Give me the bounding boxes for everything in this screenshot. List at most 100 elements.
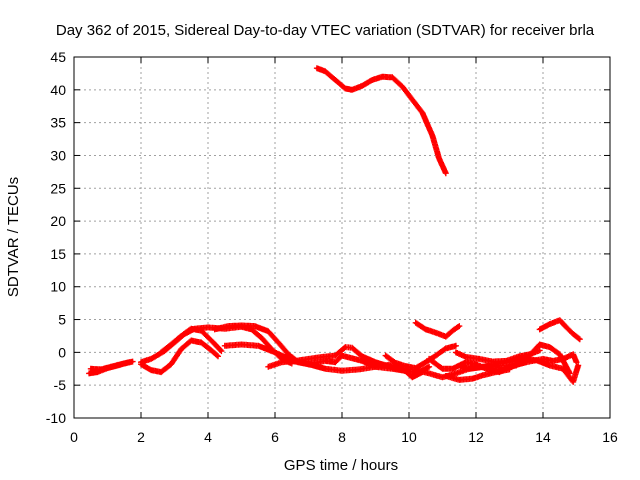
data-point (488, 364, 491, 368)
data-point (223, 344, 226, 347)
data-point (210, 339, 213, 342)
data-point (414, 321, 417, 325)
data-point (391, 76, 394, 79)
data-point (528, 353, 531, 356)
data-point (324, 359, 327, 363)
data-point (360, 355, 364, 358)
data-point (384, 354, 387, 357)
x-tick-label: 6 (271, 429, 279, 445)
data-point (240, 324, 243, 327)
data-point (538, 328, 541, 331)
data-point (558, 319, 561, 322)
data-point (401, 85, 404, 88)
data-series (86, 65, 583, 385)
data-point (394, 361, 397, 365)
data-point (159, 351, 163, 354)
series-markers (87, 359, 133, 373)
y-tick-label: 5 (58, 312, 66, 328)
x-tick-label: 4 (204, 429, 212, 445)
data-point (357, 368, 360, 371)
series-arc-11 (382, 342, 459, 372)
data-point (344, 345, 347, 349)
y-axis-label: SDTVAR / TECUs (5, 177, 22, 297)
data-point (464, 355, 468, 359)
data-point (149, 357, 153, 361)
y-tick-label: -5 (54, 377, 67, 393)
data-point (518, 355, 521, 358)
data-point (504, 359, 508, 363)
data-point (128, 361, 131, 364)
data-point (491, 360, 494, 363)
data-point (444, 347, 448, 350)
series-arc-12 (412, 319, 463, 340)
data-point (344, 87, 347, 90)
data-point (548, 364, 551, 367)
data-point (468, 367, 471, 370)
x-axis-label: GPS time / hours (284, 457, 398, 474)
x-tick-label: 2 (137, 429, 145, 445)
series-markers (313, 65, 449, 177)
x-tick-label: 16 (602, 429, 618, 445)
series-arc-4 (138, 337, 221, 376)
data-point (464, 361, 468, 364)
data-point (427, 365, 431, 369)
data-point (437, 157, 441, 160)
data-point (340, 369, 344, 372)
data-point (290, 359, 293, 363)
data-point (206, 326, 210, 329)
data-point (451, 367, 454, 370)
data-point (139, 362, 143, 366)
data-point (538, 349, 541, 352)
data-point (350, 357, 354, 360)
data-point (89, 367, 92, 370)
chart-title: Day 362 of 2015, Sidereal Day-to-day VTE… (56, 22, 595, 39)
data-point (576, 364, 580, 367)
data-point (541, 357, 545, 361)
data-point (220, 349, 223, 353)
data-point (370, 78, 374, 82)
data-point (454, 372, 458, 375)
data-point (190, 339, 193, 342)
data-point (451, 329, 454, 332)
x-tick-label: 0 (70, 429, 78, 445)
data-point (360, 84, 364, 88)
data-point (458, 364, 461, 367)
data-point (538, 343, 541, 346)
data-point (374, 361, 377, 364)
data-point (431, 134, 434, 137)
data-point (387, 363, 391, 367)
data-point (334, 354, 337, 357)
data-point (494, 370, 498, 374)
series-arc-10 (313, 65, 449, 177)
data-point (454, 351, 458, 354)
y-tick-label: 10 (50, 279, 66, 295)
data-point (324, 367, 327, 370)
data-point (458, 378, 461, 382)
data-point (180, 334, 183, 338)
data-point (481, 374, 484, 377)
data-point (324, 70, 327, 73)
data-point (404, 364, 407, 368)
data-point (267, 365, 270, 369)
x-tick-label: 12 (468, 429, 484, 445)
data-point (575, 361, 578, 364)
data-point (478, 366, 481, 369)
data-point (427, 357, 431, 361)
data-point (571, 353, 575, 356)
data-point (474, 362, 478, 366)
data-point (515, 364, 518, 367)
data-point (551, 359, 555, 363)
data-point (381, 75, 384, 78)
data-point (87, 372, 91, 375)
data-point (277, 341, 280, 344)
series-arc-16 (452, 347, 543, 365)
data-point (210, 349, 213, 352)
data-point (427, 372, 431, 375)
data-point (334, 78, 337, 82)
data-point (350, 88, 354, 92)
data-point (444, 335, 448, 338)
data-point (441, 376, 444, 379)
data-point (320, 355, 324, 359)
data-point (169, 362, 173, 366)
data-point (471, 377, 474, 380)
